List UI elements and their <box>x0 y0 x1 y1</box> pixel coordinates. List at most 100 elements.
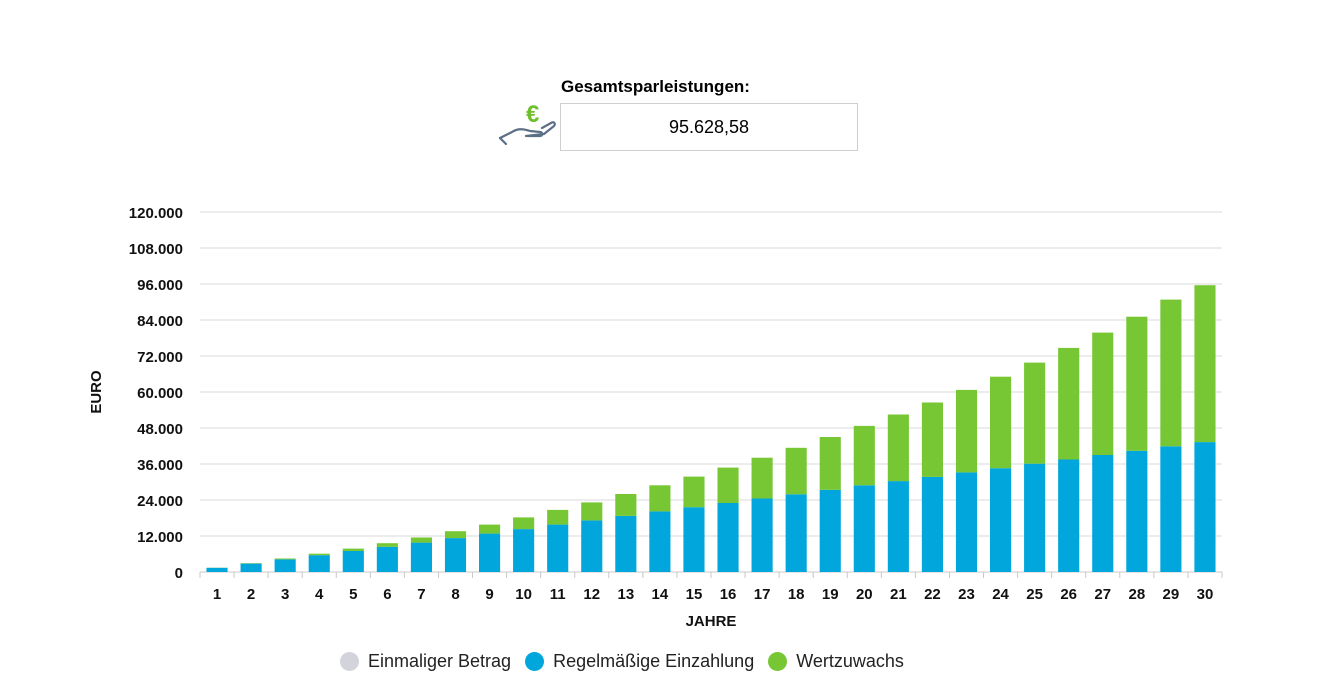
legend-label-einmaliger-betrag: Einmaliger Betrag <box>368 651 512 671</box>
bar-segment <box>1160 446 1182 572</box>
bar-segment <box>990 468 1012 572</box>
bar-segment <box>547 524 569 572</box>
bar-segment <box>1024 362 1046 464</box>
x-tick-label: 8 <box>451 586 459 603</box>
y-axis-title: EURO <box>88 370 105 414</box>
x-tick-label: 27 <box>1094 586 1111 603</box>
bar-segment <box>479 533 501 572</box>
bar-segment <box>581 520 603 572</box>
x-tick-label: 9 <box>485 586 493 603</box>
bar-segment <box>887 481 909 572</box>
bar-segment <box>649 511 671 572</box>
summary-value-box: 95.628,58 <box>560 103 858 151</box>
x-tick-label: 14 <box>652 586 669 603</box>
x-tick-label: 20 <box>856 586 873 603</box>
x-axis-title: JAHRE <box>686 613 737 630</box>
bar-segment <box>1092 332 1114 455</box>
y-tick-label: 12.000 <box>137 529 183 546</box>
x-tick-label: 12 <box>583 586 600 603</box>
bar-segment <box>274 559 296 572</box>
x-tick-label: 17 <box>754 586 771 603</box>
bar-segment <box>274 558 296 560</box>
bar-segment <box>1092 455 1114 572</box>
bar-segment <box>240 563 262 572</box>
bar-segment <box>1160 299 1182 447</box>
bar-segment <box>1194 442 1216 572</box>
bar-segment <box>479 524 501 534</box>
bar-segment <box>921 402 943 477</box>
bar-segment <box>513 517 535 530</box>
bar-segment <box>1126 450 1148 572</box>
bar-segment <box>921 476 943 572</box>
bar-segment <box>581 502 603 521</box>
legend-dot-wertzuwachs <box>768 652 788 671</box>
bar-segment <box>887 414 909 482</box>
bar-segment <box>751 457 773 499</box>
bar-segment <box>1058 347 1080 460</box>
bar-segment <box>615 494 637 516</box>
x-tick-label: 3 <box>281 586 289 603</box>
bar-segment <box>547 509 569 525</box>
bar-segment <box>444 538 467 572</box>
bar-segment <box>1126 316 1148 451</box>
bar-segment <box>717 503 739 572</box>
bar-segment <box>308 555 330 572</box>
x-tick-label: 21 <box>890 586 907 603</box>
x-tick-label: 29 <box>1163 586 1180 603</box>
y-tick-label: 24.000 <box>137 493 183 510</box>
legend-item-einmaliger-betrag[interactable]: Einmaliger Betrag <box>340 651 511 672</box>
bar-segment <box>376 543 398 547</box>
bar-segment <box>206 567 228 572</box>
x-tick-label: 6 <box>383 586 391 603</box>
bar-segment <box>785 447 807 495</box>
legend-dot-regelmaessige-einzahlung <box>525 652 545 671</box>
y-tick-label: 108.000 <box>129 241 183 258</box>
bar-segment <box>615 515 637 572</box>
bar-segment <box>513 529 535 572</box>
x-tick-label: 1 <box>213 586 221 603</box>
svg-text:€: € <box>526 101 539 128</box>
bar-segment <box>342 551 364 572</box>
x-tick-label: 24 <box>992 586 1009 603</box>
bar-segment <box>308 553 330 556</box>
bar-segment <box>342 548 364 551</box>
x-tick-label: 28 <box>1128 586 1145 603</box>
bar-segment <box>410 537 432 543</box>
bar-segment <box>955 472 978 572</box>
legend-item-wertzuwachs[interactable]: Wertzuwachs <box>768 651 904 672</box>
bar-segment <box>853 425 875 486</box>
legend-label-regelmaessige-einzahlung: Regelmäßige Einzahlung <box>553 651 755 671</box>
legend-item-regelmaessige-einzahlung[interactable]: Regelmäßige Einzahlung <box>525 651 754 672</box>
x-tick-label: 7 <box>417 586 425 603</box>
y-tick-label: 84.000 <box>137 313 183 330</box>
bar-segment <box>955 389 978 473</box>
x-tick-label: 4 <box>315 586 324 603</box>
x-tick-label: 16 <box>720 586 737 603</box>
bar-segment <box>683 507 705 572</box>
x-tick-label: 25 <box>1026 586 1043 603</box>
y-tick-label: 48.000 <box>137 421 183 438</box>
x-tick-label: 18 <box>788 586 805 603</box>
bar-segment <box>751 498 773 572</box>
bar-segment <box>853 485 875 572</box>
x-tick-label: 22 <box>924 586 941 603</box>
bar-segment <box>1024 463 1046 572</box>
bar-segment <box>819 489 841 572</box>
bar-segment <box>444 531 467 539</box>
bar-segment <box>683 476 705 508</box>
x-tick-label: 11 <box>550 586 566 603</box>
euro-hand-icon: € <box>498 101 556 146</box>
bar-segment <box>1194 285 1216 443</box>
chart-legend: Einmaliger Betrag Regelmäßige Einzahlung… <box>340 651 918 672</box>
stacked-bar-chart: 0 12.000 24.000 36.000 48.000 60.000 72.000 84.… <box>88 205 1223 630</box>
y-tick-label: 36.000 <box>137 457 183 474</box>
y-tick-label: 96.000 <box>137 277 183 294</box>
bar-segment <box>410 542 432 572</box>
summary-value: 95.628,58 <box>668 116 750 137</box>
y-tick-label: 60.000 <box>137 385 183 402</box>
x-tick-label: 2 <box>247 586 255 603</box>
x-tick-label: 5 <box>349 586 357 603</box>
bar-segment <box>990 376 1012 469</box>
x-tick-label: 15 <box>686 586 703 603</box>
y-tick-label: 120.000 <box>129 205 183 222</box>
